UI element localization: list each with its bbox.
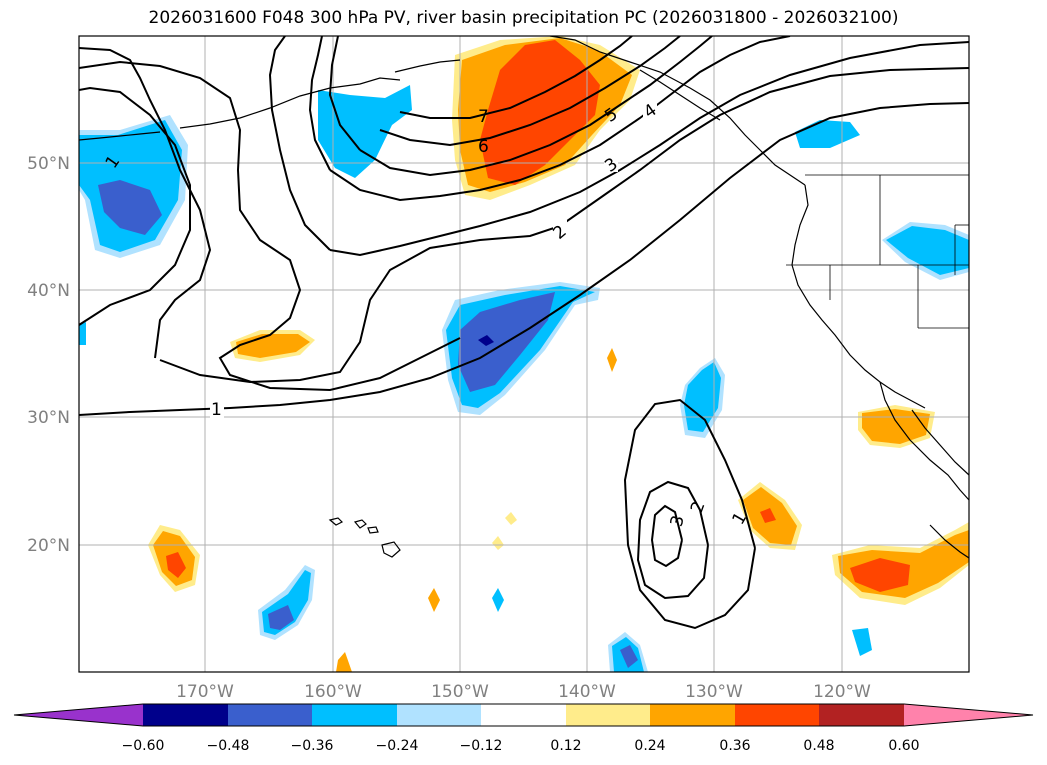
precip-speck-1 [607, 348, 617, 372]
precip-speck-4 [492, 536, 504, 550]
colorbar-tick-label: 0.48 [803, 738, 834, 754]
colorbar-segment [228, 704, 312, 726]
precip-speck-5 [505, 512, 517, 525]
pv-contour-5-loop [328, 36, 361, 151]
colorbar: −0.60 −0.48 −0.36 −0.24 −0.12 0.12 0.24 … [13, 703, 1034, 754]
map-title: 2026031600 F048 300 hPa PV, river basin … [148, 8, 899, 28]
colorbar-tick-label: −0.24 [376, 738, 419, 754]
pv-contour-east-2 [636, 480, 709, 600]
pv-contour-east-3 [650, 504, 683, 568]
precip-speck-6 [336, 652, 352, 672]
pv-label-7: 7 [478, 107, 489, 127]
lon-label-130w: 130°W [685, 682, 743, 702]
lon-label-140w: 140°W [558, 682, 616, 702]
pv-contour-4-loop [308, 36, 331, 171]
precip-negative-se-dark [620, 645, 638, 668]
pv-contours [79, 36, 969, 630]
colorbar-segment [566, 704, 650, 726]
precip-positive-se-high [850, 558, 910, 592]
pv-contour-1-west [79, 86, 191, 326]
latitude-labels: 50°N 40°N 30°N 20°N [27, 154, 70, 556]
lat-label-20n: 20°N [27, 536, 70, 556]
colorbar-segment [650, 704, 735, 726]
pv-contour-1 [79, 102, 969, 416]
colorbar-extend-min [14, 704, 143, 726]
precip-negative-aleutian [318, 85, 412, 178]
lon-label-160w: 160°W [304, 682, 362, 702]
colorbar-segment [481, 704, 566, 726]
pv-label-1: 1 [211, 400, 222, 420]
precip-negative-rockies-mid [886, 226, 969, 275]
precip-speck-8 [79, 322, 86, 345]
colorbar-tick-label: 0.24 [634, 738, 665, 754]
pv-contour-3 [329, 41, 969, 257]
colorbar-extend-max [904, 704, 1033, 726]
pv-contour-6 [379, 36, 681, 147]
precip-positive-sw-high [166, 552, 186, 578]
lat-label-40n: 40°N [27, 281, 70, 301]
pv-contour-1-loop [79, 60, 461, 392]
precip-speck-7 [852, 628, 872, 656]
lat-label-30n: 30°N [27, 408, 70, 428]
pv-contour-4 [329, 36, 791, 202]
precip-speck-2 [428, 588, 440, 612]
precip-positive-baja-mid [862, 409, 930, 444]
plot-frame [78, 35, 970, 673]
colorbar-tick-label: −0.48 [207, 738, 250, 754]
lon-label-150w: 150°W [431, 682, 489, 702]
precip-negative-west-dark [98, 180, 162, 235]
precip-positive-east-high [760, 508, 776, 523]
colorbar-segment [819, 704, 904, 726]
pv-contour-5 [359, 36, 713, 177]
precip-negative-east-mid [684, 362, 721, 432]
precip-negative-central-core [478, 335, 494, 346]
precip-negative-south-dark [268, 605, 294, 630]
pv-contour-7 [399, 36, 633, 119]
pv-contour-2 [159, 67, 969, 384]
colorbar-segment [735, 704, 819, 726]
coastlines [79, 36, 969, 559]
colorbar-tick-label: 0.12 [550, 738, 581, 754]
colorbar-outline [13, 703, 1034, 727]
pv-contour-3-loop [268, 36, 331, 251]
precip-fill-layer [79, 36, 969, 672]
colorbar-tick-label: −0.60 [122, 738, 165, 754]
colorbar-segment [143, 704, 228, 726]
longitude-labels: 170°W 160°W 150°W 140°W 130°W 120°W [176, 682, 871, 702]
pv-label-3-east: 3 [667, 513, 689, 529]
pv-label-6: 6 [478, 137, 489, 157]
colorbar-tick-label: −0.12 [460, 738, 503, 754]
colorbar-segment [312, 704, 397, 726]
colorbar-tick-label: −0.36 [291, 738, 334, 754]
lon-label-120w: 120°W [813, 682, 871, 702]
colorbar-tick-label: 0.60 [888, 738, 919, 754]
precip-positive-gulf-alaska-high [480, 40, 600, 185]
lat-label-50n: 50°N [27, 154, 70, 174]
pv-contour-east-1 [623, 398, 756, 630]
pv-contour-2-west [79, 47, 212, 359]
graticule [79, 36, 969, 672]
colorbar-tick-label: 0.36 [719, 738, 750, 754]
precip-speck-3 [492, 588, 504, 612]
lon-label-170w: 170°W [176, 682, 234, 702]
state-borders [786, 174, 969, 329]
colorbar-segment [397, 704, 481, 726]
